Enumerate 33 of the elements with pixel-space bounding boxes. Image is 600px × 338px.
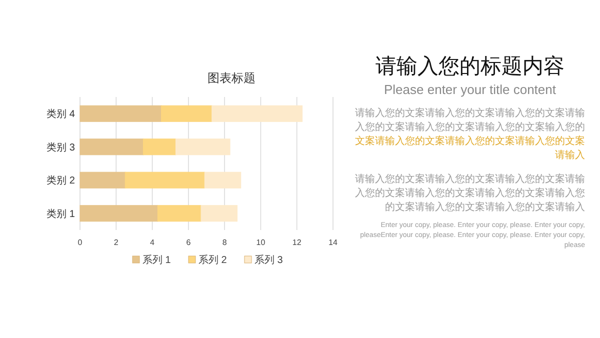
x-tick-label: 12 xyxy=(292,238,302,247)
x-tick-label: 8 xyxy=(222,238,228,247)
bar xyxy=(212,105,303,122)
legend-label: 系列 2 xyxy=(198,254,228,266)
x-tick-label: 2 xyxy=(114,238,119,247)
bar xyxy=(80,105,162,122)
bar xyxy=(157,205,202,222)
bar xyxy=(142,138,176,156)
bar xyxy=(124,172,205,188)
bar xyxy=(175,138,230,156)
bar xyxy=(80,172,126,188)
x-tick-label: 0 xyxy=(78,238,83,247)
text: 文案请输入您的文案请输入您的文案请输入您的文案请输入 xyxy=(355,136,585,161)
text: 请输入您的文案请输入您的文案请输入您的文案请输入您的文案请输入您的文案请输入您的文案请输入您的文案请输入您的文案请输入您的文案请输入 xyxy=(355,173,585,215)
y-tick-label: 类别 4 xyxy=(46,108,76,120)
bar xyxy=(200,205,238,222)
legend-label: 系列 1 xyxy=(142,254,172,266)
bar xyxy=(80,205,158,222)
chart-title: 图表标题 xyxy=(208,71,256,85)
x-tick-label: 6 xyxy=(186,238,192,247)
y-tick-label: 类别 2 xyxy=(46,174,76,187)
bar xyxy=(80,138,144,156)
x-tick-label: 4 xyxy=(150,238,156,247)
y-tick-label: 类别 3 xyxy=(46,141,76,154)
y-tick-label: 类别 1 xyxy=(46,208,76,220)
x-tick-label: 14 xyxy=(328,238,338,247)
bar xyxy=(204,172,242,188)
bar xyxy=(161,105,212,122)
text: 请输入您的文案请输入您的文案请输入您的文案请输入您的文案请输入您的文案请输入您的文案输入您的 xyxy=(355,108,585,133)
x-tick-label: 10 xyxy=(256,238,266,247)
text: Please enter your title content xyxy=(383,82,557,97)
legend-label: 系列 3 xyxy=(254,254,284,266)
text: 请输入您的标题内容 xyxy=(374,54,566,80)
